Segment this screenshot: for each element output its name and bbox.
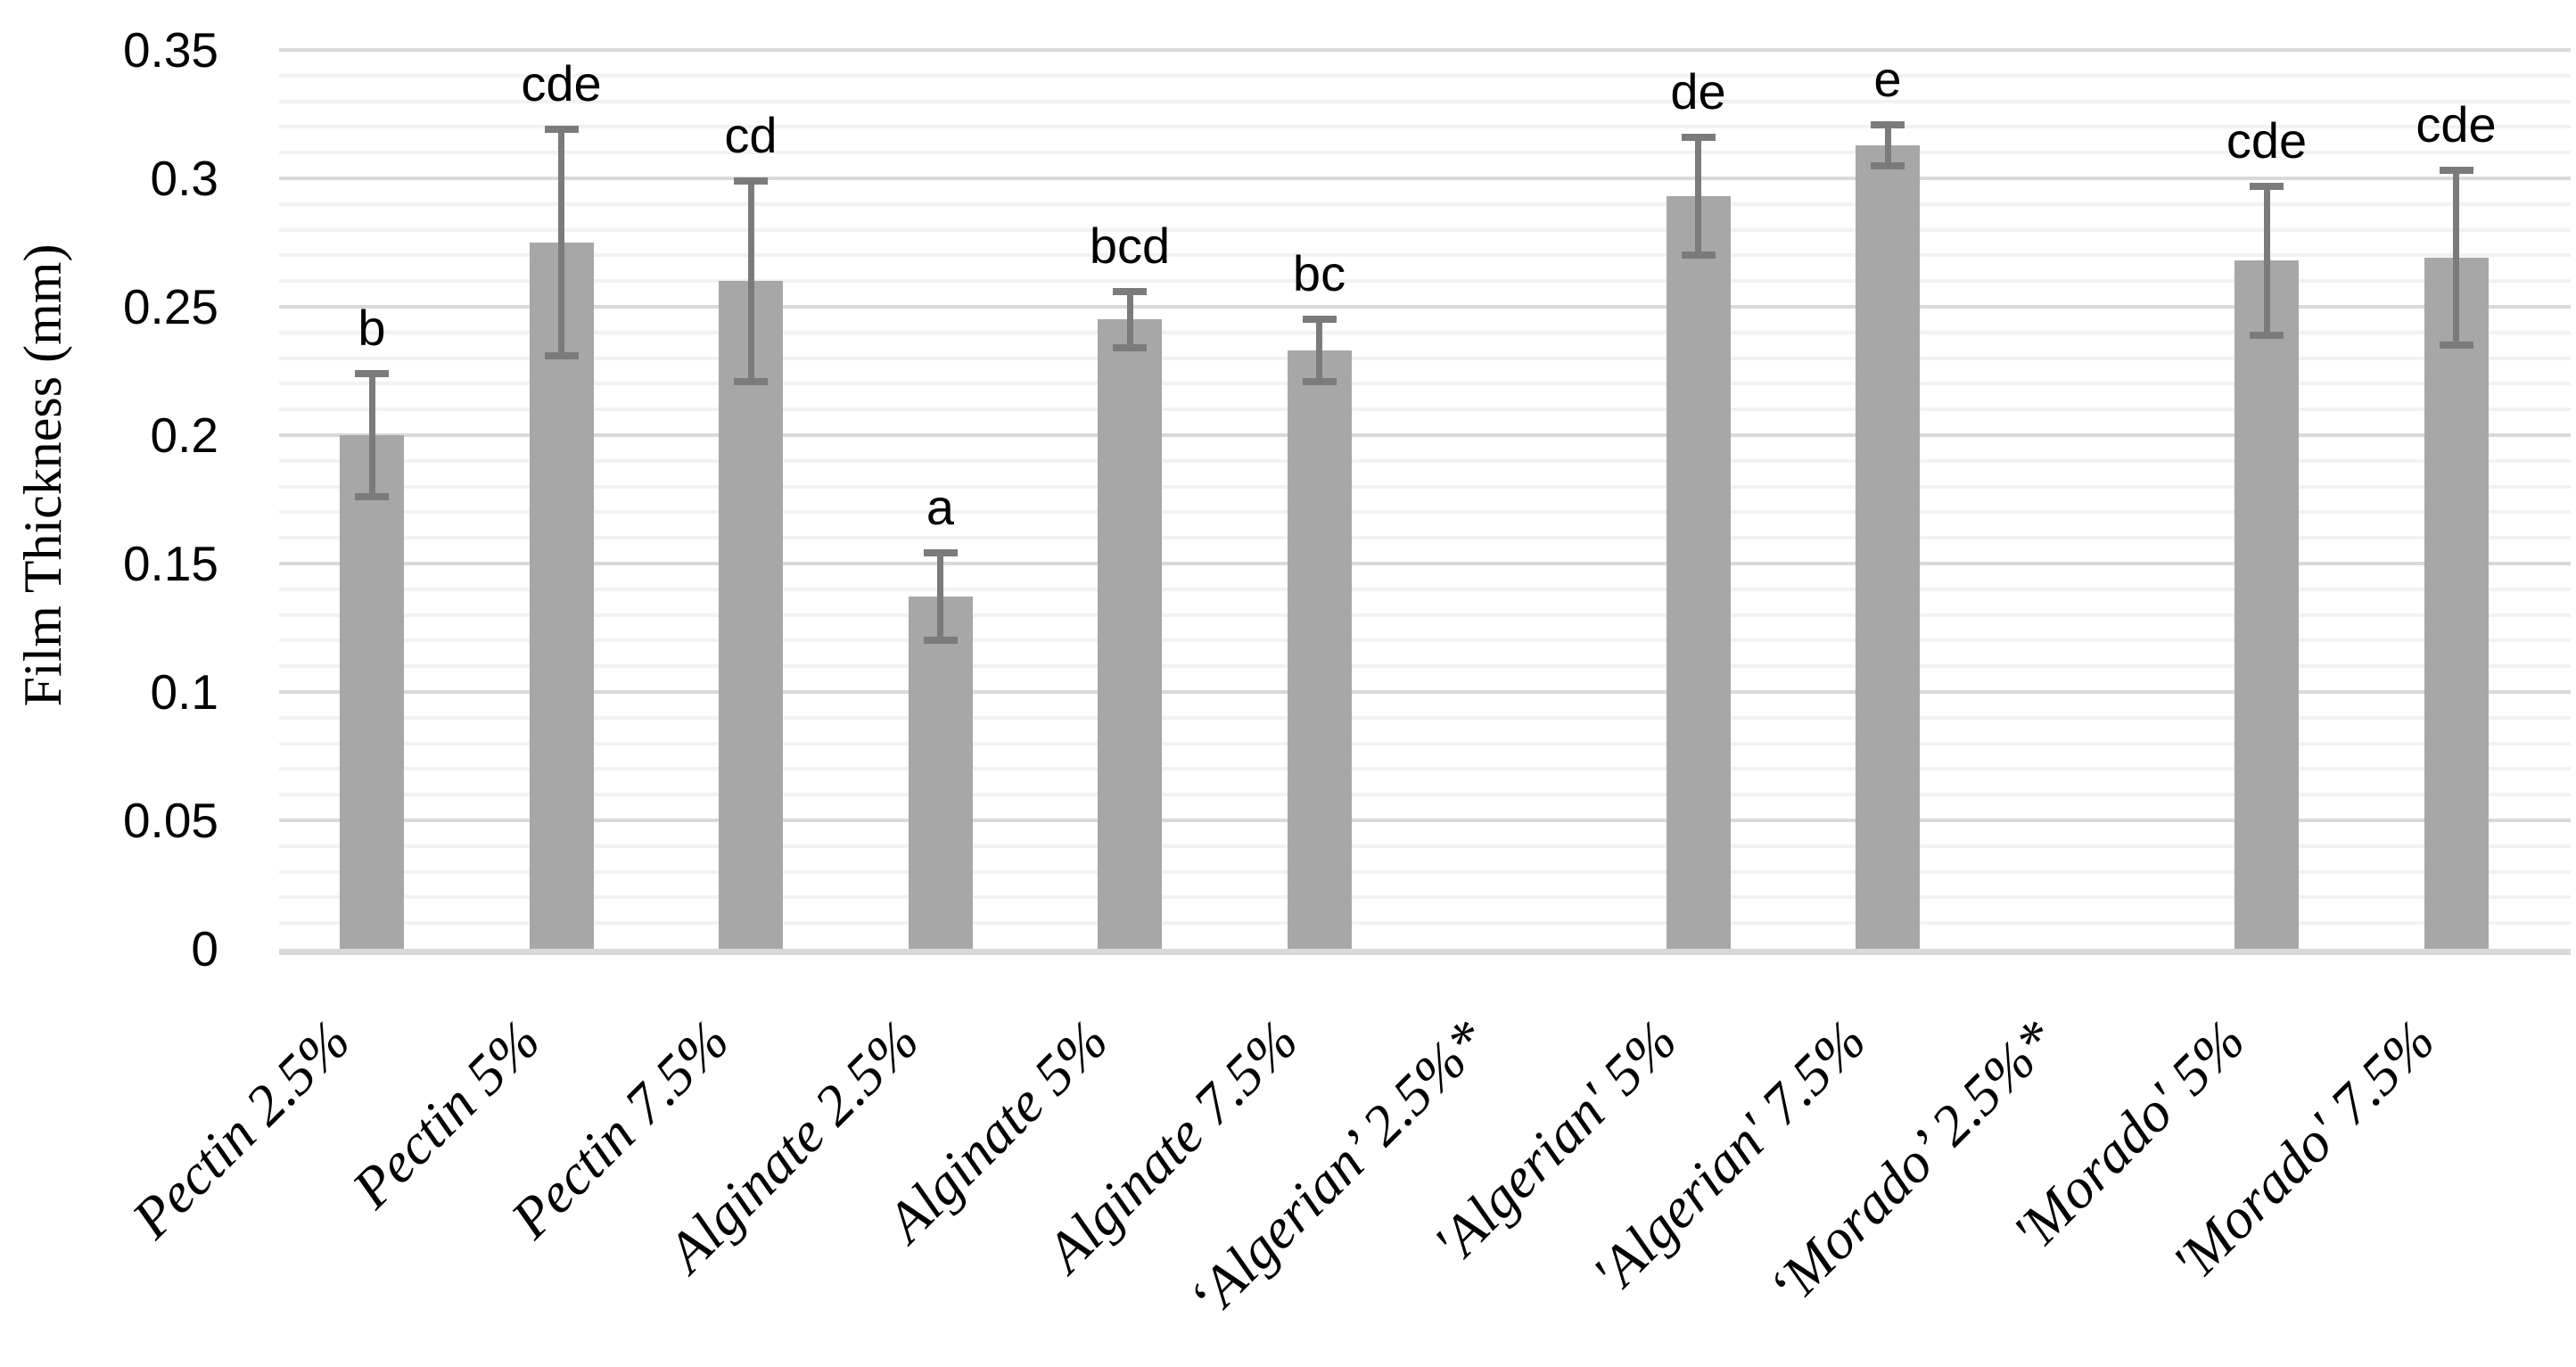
gridline-minor xyxy=(279,844,2571,848)
error-bar-cap xyxy=(1681,133,1716,141)
error-bar-cap xyxy=(544,351,579,359)
gridline-major xyxy=(279,48,2571,52)
gridline-minor xyxy=(279,253,2571,258)
x-category-label: Pectin 2.5% xyxy=(119,1008,362,1250)
significance-letter: e xyxy=(1873,50,1902,107)
error-bar-line xyxy=(1884,124,1891,166)
gridline-major xyxy=(279,819,2571,822)
y-tick-label: 0.25 xyxy=(122,279,218,334)
gridline-minor xyxy=(279,227,2571,232)
gridline-minor xyxy=(279,613,2571,617)
gridline-major xyxy=(279,690,2571,694)
significance-letter: bcd xyxy=(1089,217,1171,274)
gridline-minor xyxy=(279,382,2571,386)
gridline-minor xyxy=(279,356,2571,360)
gridline-minor xyxy=(279,869,2571,874)
error-bar-cap xyxy=(1113,287,1147,295)
gridline-major xyxy=(279,305,2571,309)
gridline-minor xyxy=(279,125,2571,129)
error-bar-cap xyxy=(1871,120,1905,128)
gridline-minor xyxy=(279,664,2571,669)
gridline-minor xyxy=(279,484,2571,489)
error-bar-cap xyxy=(1302,316,1337,324)
y-tick-label: 0.3 xyxy=(150,151,218,206)
error-bar-cap xyxy=(923,549,958,557)
bar xyxy=(719,281,783,949)
gridline-minor xyxy=(279,73,2571,78)
gridline-minor xyxy=(279,793,2571,797)
error-bar-cap xyxy=(1871,161,1905,169)
error-bar-cap xyxy=(2250,331,2284,339)
y-axis-title: Film Thickness (mm) xyxy=(13,243,72,707)
error-bar-cap xyxy=(2439,342,2473,350)
error-bar-line xyxy=(368,373,375,498)
gridline-minor xyxy=(279,921,2571,926)
error-bar-line xyxy=(2263,185,2270,335)
gridline-minor xyxy=(279,279,2571,284)
x-axis-line xyxy=(279,949,2571,955)
gridline-minor xyxy=(279,895,2571,900)
significance-letter: de xyxy=(1670,62,1726,119)
bar xyxy=(340,435,404,949)
significance-letter: cde xyxy=(2226,111,2308,169)
error-bar-cap xyxy=(355,493,389,501)
bar xyxy=(1098,319,1162,949)
error-bar-line xyxy=(1126,291,1133,349)
y-tick-label: 0.35 xyxy=(122,22,218,78)
y-tick-label: 0 xyxy=(191,921,218,976)
error-bar-cap xyxy=(2250,182,2284,190)
y-tick-label: 0.1 xyxy=(150,664,218,720)
error-bar-line xyxy=(937,553,943,641)
significance-letter: a xyxy=(926,479,955,536)
bar xyxy=(1856,144,1920,949)
y-tick-label: 0.2 xyxy=(150,408,218,463)
error-bar-cap xyxy=(1113,344,1147,352)
gridline-major xyxy=(279,177,2571,180)
gridline-minor xyxy=(279,408,2571,412)
gridline-minor xyxy=(279,99,2571,103)
error-bar-cap xyxy=(923,637,958,645)
gridline-minor xyxy=(279,587,2571,591)
error-bar-cap xyxy=(1681,251,1716,259)
gridline-major xyxy=(279,433,2571,437)
bar xyxy=(1287,350,1352,949)
gridline-minor xyxy=(279,536,2571,540)
gridline-minor xyxy=(279,715,2571,720)
bar xyxy=(2234,260,2299,949)
significance-letter: cde xyxy=(521,55,602,112)
gridline-minor xyxy=(279,510,2571,515)
error-bar-cap xyxy=(355,369,389,377)
error-bar-cap xyxy=(544,126,579,134)
error-bar-line xyxy=(1695,136,1701,256)
bar xyxy=(529,243,594,949)
significance-letter: cde xyxy=(2416,96,2497,153)
y-tick-label: 0.15 xyxy=(122,536,218,591)
error-bar-line xyxy=(1316,319,1322,382)
gridline-minor xyxy=(279,151,2571,155)
gridline-minor xyxy=(279,767,2571,771)
significance-letter: bc xyxy=(1292,245,1346,302)
error-bar-cap xyxy=(2439,167,2473,175)
gridline-minor xyxy=(279,741,2571,745)
error-bar-line xyxy=(2453,170,2459,346)
bar xyxy=(1666,196,1731,949)
significance-letter: b xyxy=(358,299,386,356)
error-bar-cap xyxy=(734,177,768,185)
gridline-major xyxy=(279,562,2571,565)
gridline-minor xyxy=(279,458,2571,463)
gridline-minor xyxy=(279,202,2571,206)
bar xyxy=(2424,258,2489,949)
error-bar-cap xyxy=(1302,377,1337,385)
error-bar-cap xyxy=(734,377,768,385)
error-bar-line xyxy=(747,180,754,382)
gridline-minor xyxy=(279,330,2571,334)
y-tick-label: 0.05 xyxy=(122,793,218,848)
error-bar-line xyxy=(558,129,564,356)
bar xyxy=(908,597,973,949)
significance-letter: cd xyxy=(724,106,778,163)
gridline-minor xyxy=(279,638,2571,643)
